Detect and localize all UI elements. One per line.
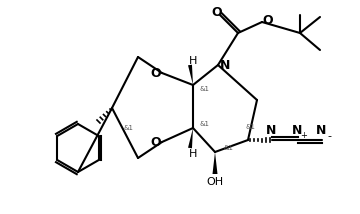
Text: H: H xyxy=(189,56,197,66)
Text: &1: &1 xyxy=(123,125,133,131)
Text: &1: &1 xyxy=(200,86,210,92)
Text: N: N xyxy=(220,58,230,71)
Text: OH: OH xyxy=(206,177,224,187)
Polygon shape xyxy=(188,65,193,85)
Text: O: O xyxy=(151,67,161,79)
Text: &1: &1 xyxy=(200,121,210,127)
Text: N: N xyxy=(316,125,326,138)
Text: O: O xyxy=(212,6,222,18)
Text: -: - xyxy=(327,131,331,141)
Text: H: H xyxy=(189,149,197,159)
Text: N: N xyxy=(292,125,302,138)
Text: &1: &1 xyxy=(223,145,233,151)
Text: O: O xyxy=(151,135,161,149)
Polygon shape xyxy=(212,152,217,174)
Text: O: O xyxy=(263,13,273,27)
Text: N: N xyxy=(266,125,276,138)
Text: &1: &1 xyxy=(246,124,256,130)
Polygon shape xyxy=(188,128,193,148)
Text: +: + xyxy=(301,131,307,141)
